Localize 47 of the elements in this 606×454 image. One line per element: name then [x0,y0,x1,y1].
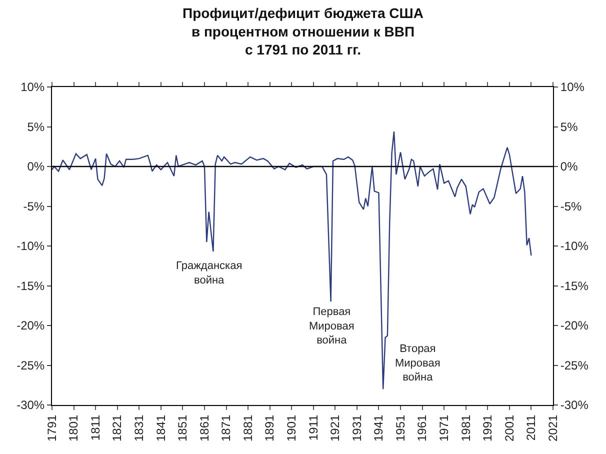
x-tick-label: 1871 [219,414,234,442]
x-tick-label: 2001 [502,414,516,442]
y-tick-label: 5% [27,120,45,134]
y-tick-label: -15% [16,278,45,293]
x-tick-label: 1911 [306,414,320,441]
x-tick-label: 1801 [66,414,81,442]
annotation: Гражданская война [176,260,242,286]
y2-tick-label: 10% [560,80,585,94]
x-tick-label: 1851 [176,414,190,442]
x-tick-label: 1901 [284,414,299,442]
y2-tick-label: 5% [560,120,578,134]
annotation: Вторая Мировая война [395,343,440,384]
x-tick-label: 1841 [154,414,168,442]
x-tick-label: 1821 [110,414,124,442]
y-tick-label: -25% [16,358,45,372]
chart-title: Профицит/дефицит бюджета США в процентном отношении к ВВП с 1791 по 2011 гг. [182,5,424,58]
x-tick-label: 1981 [458,414,473,442]
y2-tick-label: 0% [560,160,578,174]
x-tick-label: 1991 [480,414,495,442]
annotation: Первая Мировая война [309,306,354,347]
x-tick-label: 1961 [415,414,430,442]
x-tick-label: 1951 [393,414,408,442]
y2-tick-label: -30% [560,398,589,412]
x-tick-label: 1831 [132,414,146,442]
y2-tick-label: -25% [560,358,589,372]
y2-tick-label: -5% [560,199,582,214]
x-tick-label: 2011 [524,414,538,441]
y-tick-label: -30% [16,398,45,412]
x-tick-label: 1881 [240,414,255,442]
x-tick-label: 1791 [44,414,59,442]
y2-tick-label: -20% [560,318,589,333]
x-tick-label: 1811 [88,414,102,441]
x-tick-label: 2021 [546,414,560,442]
x-tick-label: 1931 [350,414,364,442]
x-tick-label: 1941 [372,414,386,442]
y-tick-label: -5% [23,199,45,214]
y-tick-label: 0% [27,160,45,174]
y-tick-label: 10% [20,80,45,94]
y2-tick-label: -10% [560,239,589,254]
x-tick-label: 1971 [436,414,451,442]
x-tick-label: 1891 [262,414,277,442]
line-series [52,130,532,390]
x-tick-label: 1921 [328,414,342,442]
y-tick-label: -20% [16,318,45,333]
y-tick-label: -10% [16,239,45,254]
y2-tick-label: -15% [560,278,589,293]
x-tick-label: 1861 [197,414,212,442]
